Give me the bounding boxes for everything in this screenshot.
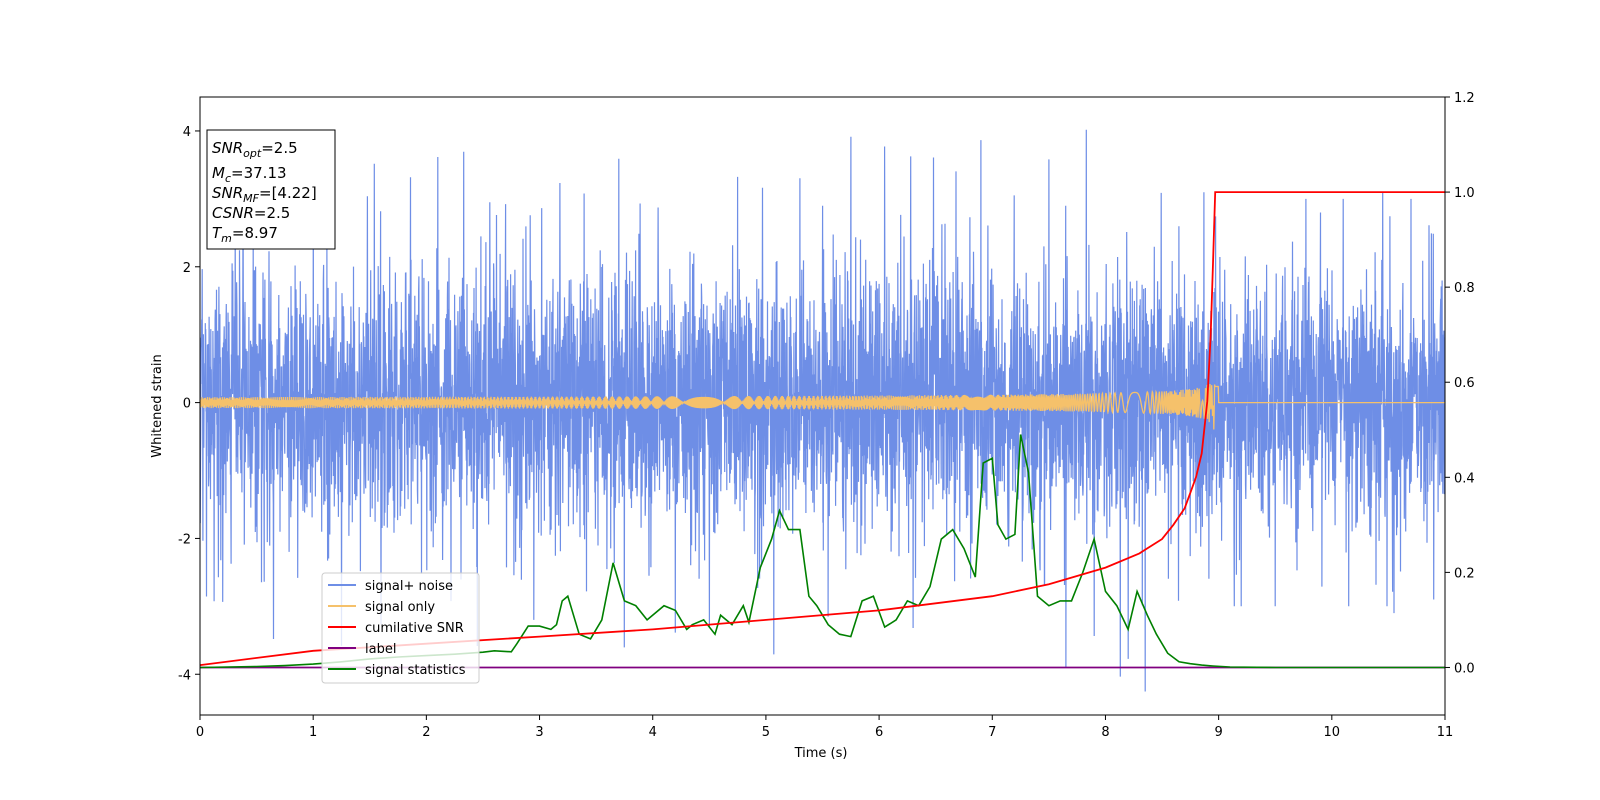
svg-text:signal+ noise: signal+ noise [365,579,453,594]
series-cumulative-snr [200,191,1445,666]
y2-tick-label: 1.2 [1454,91,1475,106]
y2-tick-label: 0.2 [1454,566,1475,581]
legend: signal+ noise signal only cumilative SNR… [321,572,480,684]
y2-tick-label: 0.8 [1454,281,1475,296]
info-box: SNRopt=2.5 Mc=37.13 SNRMF=[4.22] CSNR=2.… [206,129,336,250]
info-csnr: CSNR=2.5 [212,204,290,222]
info-tm: Tm=8.97 [212,224,278,245]
plot-frame [199,96,1446,716]
svg-text:signal only: signal only [365,600,435,615]
series-signal-only [200,384,1445,430]
legend-item-cumulative-snr: cumilative SNR [328,621,464,636]
x-tick-label: 5 [762,725,770,740]
x-tick-label: 4 [649,725,657,740]
legend-item-signal-only: signal only [328,600,435,615]
y2-tick-label: 0.4 [1454,471,1475,486]
y2-tick-label: 0.0 [1454,661,1475,676]
y2-tick-label: 1.0 [1454,186,1475,201]
x-tick-label: 2 [422,725,430,740]
x-tick-label: 6 [875,725,883,740]
y-tick-label: 0 [183,397,191,412]
y-tick-label: 4 [183,125,191,140]
x-axis-label: Time (s) [794,746,848,761]
axes: 0 1 2 3 4 5 6 7 8 9 10 11 -4 -2 0 2 4 0.0 0.2 0.4 0.6 0.8 1.0 1… [178,91,1475,740]
legend-item-label: label [328,642,396,657]
y-tick-label: 2 [183,261,191,276]
info-snr-opt: SNRopt=2.5 [212,139,298,160]
series-signal-noise [200,129,1445,692]
x-tick-label: 7 [988,725,996,740]
x-tick-label: 8 [1101,725,1109,740]
legend-item-signal-statistics: signal statistics [328,663,466,678]
svg-text:label: label [365,642,396,657]
x-tick-label: 9 [1214,725,1222,740]
x-tick-label: 1 [309,725,317,740]
x-tick-label: 11 [1437,725,1454,740]
info-mc: Mc=37.13 [212,164,287,185]
y-tick-label: -2 [178,532,191,547]
info-snr-mf: SNRMF=[4.22] [212,184,317,205]
svg-text:cumilative SNR: cumilative SNR [365,621,464,636]
x-tick-label: 3 [535,725,543,740]
legend-item-signal-noise: signal+ noise [328,579,453,594]
y2-tick-label: 0.6 [1454,376,1475,391]
x-tick-label: 0 [196,725,204,740]
x-tick-label: 10 [1324,725,1341,740]
svg-text:signal statistics: signal statistics [365,663,466,678]
y-tick-label: -4 [178,668,191,683]
series-signal-statistics [200,434,1445,669]
y-axis-label: Whitened strain [150,354,165,457]
